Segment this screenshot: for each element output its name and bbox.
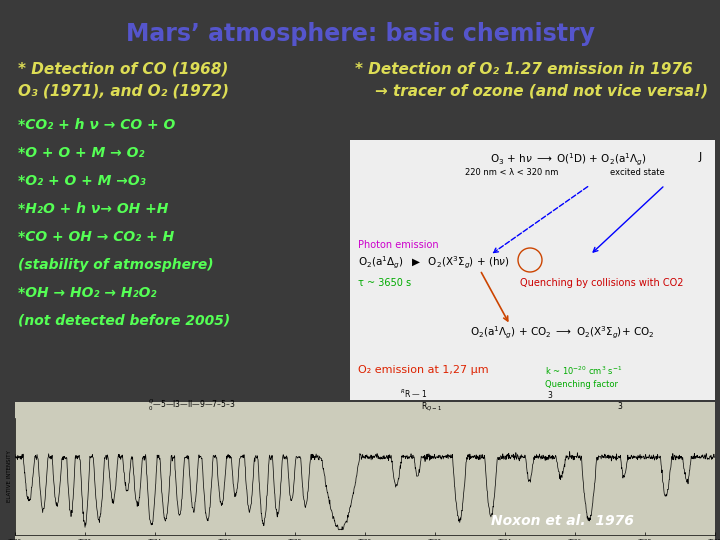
Text: → tracer of ozone (and not vice versa!): → tracer of ozone (and not vice versa!) xyxy=(375,84,708,99)
Text: $^R$R — 1: $^R$R — 1 xyxy=(400,388,428,401)
FancyArrowPatch shape xyxy=(482,273,508,321)
Text: (stability of atmosphere): (stability of atmosphere) xyxy=(18,258,214,272)
Text: $^Q_0$—5—I3—II—9—7–5–3: $^Q_0$—5—I3—II—9—7–5–3 xyxy=(148,398,235,414)
Text: O$_2$(a$^1\Lambda_g$) + CO$_2$ $\longrightarrow$ O$_2$(X$^3\Sigma_g$)+ CO$_2$: O$_2$(a$^1\Lambda_g$) + CO$_2$ $\longrig… xyxy=(470,325,654,341)
Text: k ~ 10$^{-20}$ cm$^3$ s$^{-1}$: k ~ 10$^{-20}$ cm$^3$ s$^{-1}$ xyxy=(545,365,622,377)
Text: O₃ (1971), and O₂ (1972): O₃ (1971), and O₂ (1972) xyxy=(18,84,229,99)
Text: Quenching by collisions with CO2: Quenching by collisions with CO2 xyxy=(520,278,683,288)
Text: *O + O + M → O₂: *O + O + M → O₂ xyxy=(18,146,145,160)
Text: 3: 3 xyxy=(617,402,622,411)
Bar xyxy=(350,140,715,400)
Text: 3: 3 xyxy=(547,392,552,401)
Text: O$_3$ + h$\nu$ $\longrightarrow$ O($^1$D) + O$_2$(a$^1\Lambda_g$): O$_3$ + h$\nu$ $\longrightarrow$ O($^1$D… xyxy=(490,152,647,168)
Text: J: J xyxy=(698,152,701,162)
Text: *H₂O + h ν→ OH +H: *H₂O + h ν→ OH +H xyxy=(18,202,168,216)
Text: * Detection of O₂ 1.27 emission in 1976: * Detection of O₂ 1.27 emission in 1976 xyxy=(355,62,693,77)
Text: 220 nm < λ < 320 nm: 220 nm < λ < 320 nm xyxy=(465,168,559,177)
Text: Mars’ atmosphere: basic chemistry: Mars’ atmosphere: basic chemistry xyxy=(125,22,595,46)
Text: Photon emission: Photon emission xyxy=(358,240,438,250)
Text: * Detection of CO (1968): * Detection of CO (1968) xyxy=(18,62,228,77)
Y-axis label: ELATIVE INTENSITY: ELATIVE INTENSITY xyxy=(7,450,12,502)
Text: (not detected before 2005): (not detected before 2005) xyxy=(18,314,230,328)
Text: R$_{Q-1}$: R$_{Q-1}$ xyxy=(421,400,442,413)
Text: O₂ emission at 1,27 μm: O₂ emission at 1,27 μm xyxy=(358,365,489,375)
Text: O$_2$(a$^1\Delta_g$)  $\blacktriangleright$  O$_2$(X$^3\Sigma_g$) + (h$\nu$): O$_2$(a$^1\Delta_g$) $\blacktrianglerigh… xyxy=(358,255,510,271)
Text: *O₂ + O + M →O₃: *O₂ + O + M →O₃ xyxy=(18,174,145,188)
Text: Quenching factor: Quenching factor xyxy=(545,380,618,389)
Bar xyxy=(15,402,715,540)
FancyArrowPatch shape xyxy=(593,187,663,252)
Text: *OH → HO₂ → H₂O₂: *OH → HO₂ → H₂O₂ xyxy=(18,286,156,300)
Text: τ ~ 3650 s: τ ~ 3650 s xyxy=(358,278,411,288)
Text: Noxon et al.  1976: Noxon et al. 1976 xyxy=(491,514,634,528)
Text: *CO₂ + h ν → CO + O: *CO₂ + h ν → CO + O xyxy=(18,118,175,132)
FancyArrowPatch shape xyxy=(493,187,588,253)
Text: *CO + OH → CO₂ + H: *CO + OH → CO₂ + H xyxy=(18,230,174,244)
Text: excited state: excited state xyxy=(610,168,665,177)
